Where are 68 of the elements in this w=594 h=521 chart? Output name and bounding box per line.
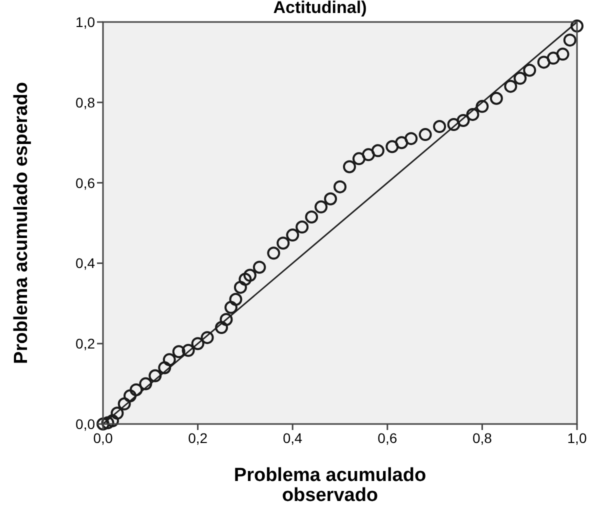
point xyxy=(537,56,550,69)
point xyxy=(276,236,290,250)
point xyxy=(476,100,489,113)
point xyxy=(252,260,266,274)
point xyxy=(404,132,418,146)
point xyxy=(490,92,503,105)
point xyxy=(324,192,338,206)
point xyxy=(234,280,247,294)
point xyxy=(124,389,137,402)
point xyxy=(305,210,318,224)
y-tick-label: 0,0 xyxy=(76,416,96,432)
point xyxy=(118,397,131,410)
point xyxy=(570,20,584,33)
x-axis-title: Problema acumulado observado xyxy=(234,465,426,506)
point xyxy=(106,414,119,428)
point xyxy=(148,369,162,382)
point xyxy=(172,345,186,358)
point xyxy=(286,228,300,242)
point xyxy=(182,344,195,357)
point xyxy=(386,140,399,154)
point xyxy=(191,337,204,350)
x-tick-label: 1,0 xyxy=(567,430,587,446)
point xyxy=(238,272,252,286)
point xyxy=(314,200,328,214)
point xyxy=(334,180,346,194)
x-tick-label: 0,6 xyxy=(378,430,398,446)
point xyxy=(224,300,238,314)
point xyxy=(229,292,242,306)
x-tick-label: 0,8 xyxy=(472,430,492,446)
point xyxy=(514,72,527,85)
point xyxy=(352,152,366,166)
point xyxy=(523,64,536,77)
y-axis-title: Problema acumulado esperado xyxy=(11,82,32,364)
point xyxy=(139,377,152,390)
point xyxy=(504,80,518,93)
point xyxy=(433,120,446,134)
chart-title: Actitudinal) xyxy=(273,0,367,17)
point xyxy=(395,136,408,150)
y-tick-label: 1,0 xyxy=(76,14,96,30)
y-tick-label: 0,6 xyxy=(76,174,96,191)
point xyxy=(456,114,470,127)
x-tick-label: 0,2 xyxy=(188,430,208,446)
point xyxy=(243,268,256,282)
point xyxy=(296,220,309,234)
point xyxy=(447,118,460,132)
point xyxy=(200,331,214,344)
point xyxy=(96,418,110,430)
point xyxy=(563,34,576,47)
point xyxy=(130,383,143,396)
point xyxy=(466,108,480,121)
y-tick-label: 0,2 xyxy=(76,336,96,352)
point xyxy=(101,416,114,430)
point xyxy=(418,128,432,142)
point xyxy=(215,321,228,334)
point xyxy=(158,361,172,374)
point xyxy=(546,52,560,65)
x-tick-label: 0,0 xyxy=(93,430,113,446)
point xyxy=(220,312,233,326)
y-tick-label: 0,4 xyxy=(76,255,96,272)
point xyxy=(362,148,375,162)
point xyxy=(267,246,280,260)
point xyxy=(162,353,176,366)
y-tick-label: 0,8 xyxy=(76,94,96,110)
point xyxy=(556,48,570,61)
x-tick-label: 0,4 xyxy=(282,430,303,446)
point xyxy=(371,144,384,158)
point xyxy=(342,160,356,174)
point xyxy=(110,406,124,420)
